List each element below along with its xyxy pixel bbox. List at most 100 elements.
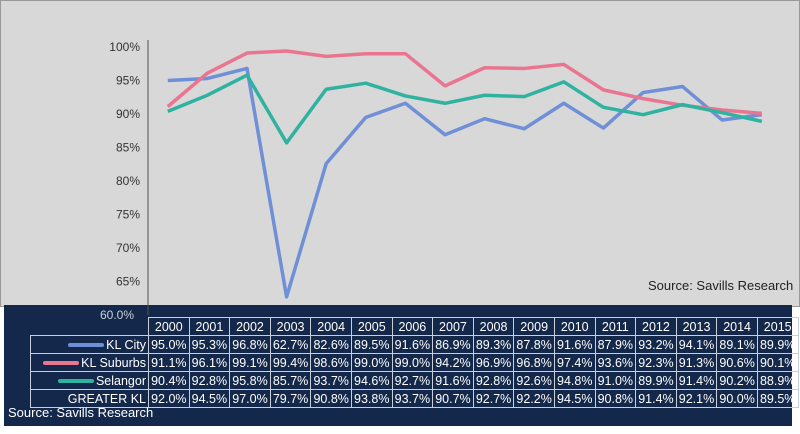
legend-swatch <box>43 361 80 366</box>
data-label: 92.7% <box>472 389 515 408</box>
data-label: 94.6% <box>350 371 393 390</box>
y-tick-label: 70% <box>116 241 140 255</box>
legend-label: KL Suburbs <box>81 355 146 370</box>
data-label: 96.9% <box>472 353 515 372</box>
data-label: 89.5% <box>756 389 799 408</box>
data-label: 99.0% <box>350 353 393 372</box>
data-label: 99.0% <box>391 353 434 372</box>
legend-entry: GREATER KL <box>30 389 149 408</box>
x-tick-label: 2010 <box>553 317 596 336</box>
data-label: 89.9% <box>756 335 799 354</box>
data-label: 92.3% <box>635 353 677 372</box>
data-label: 94.5% <box>553 389 596 408</box>
data-label: 91.4% <box>635 389 677 408</box>
series-line-kl-city <box>167 66 763 299</box>
y-tick-label: 90% <box>116 107 140 121</box>
data-label: 93.7% <box>310 371 352 390</box>
y-tick-label: 65% <box>116 275 140 289</box>
table-row: KL Suburbs 91.1% 96.1% 99.1% 99.4% 98.6% 99.0%… <box>30 353 799 372</box>
x-tick-label: 2015 <box>756 317 799 336</box>
source-note: Source: Savills Research <box>8 405 154 420</box>
table-header-row: 2000 2001 2002 2003 2004 2005 2006 2007 2008 2009… <box>31 317 799 336</box>
data-label: 87.8% <box>513 335 555 354</box>
x-tick-label: 2006 <box>391 317 434 336</box>
y-tick-label: 80% <box>116 174 140 188</box>
x-tick-label: 2012 <box>635 317 677 336</box>
data-label: 94.5% <box>188 389 231 408</box>
legend-entry: Selangor <box>30 371 149 390</box>
data-label: 95.8% <box>229 371 271 390</box>
data-label: 95.0% <box>148 335 190 354</box>
y-tick-label: 85% <box>116 141 140 155</box>
plot-background <box>0 0 800 307</box>
data-label: 91.6% <box>391 335 434 354</box>
y-tick-label: 60.0% <box>100 308 135 322</box>
data-label: 94.8% <box>553 371 596 390</box>
x-tick-label: 2004 <box>310 317 352 336</box>
data-label: 91.1% <box>148 353 190 372</box>
data-label: 90.0% <box>716 389 758 408</box>
legend-entry: KL City <box>30 335 149 354</box>
legend-swatch <box>68 343 105 348</box>
corner-cell <box>31 318 149 336</box>
legend-entry: KL Suburbs <box>30 353 149 372</box>
data-label: 92.6% <box>513 371 555 390</box>
data-label: 93.6% <box>594 353 637 372</box>
x-tick-label: 2000 <box>148 317 190 336</box>
data-label: 90.2% <box>716 371 758 390</box>
series-line-kl-suburbs <box>166 49 762 116</box>
data-label: 85.7% <box>269 371 312 390</box>
data-label: 90.7% <box>432 389 474 408</box>
data-label: 90.8% <box>594 389 637 408</box>
data-label: 94.1% <box>675 335 718 354</box>
data-label: 95.3% <box>188 335 231 354</box>
table-row: GREATER KL 92.0% 94.5% 97.0% 79.7% 90.8% 93.8%… <box>30 389 799 408</box>
legend-label: Selangor <box>95 373 146 388</box>
table-row: Selangor 90.4% 92.8% 95.8% 85.7% 93.7% 94.6% 92… <box>30 371 799 390</box>
data-label: 92.0% <box>148 389 190 408</box>
data-label: 62.7% <box>269 335 312 354</box>
data-label: 91.6% <box>432 371 474 390</box>
data-label: 89.3% <box>472 335 515 354</box>
data-label: 82.6% <box>310 335 352 354</box>
data-label: 93.8% <box>350 389 393 408</box>
legend-swatch <box>57 379 94 384</box>
data-label: 89.5% <box>350 335 393 354</box>
data-label: 88.9% <box>756 371 799 390</box>
data-label: 87.9% <box>594 335 637 354</box>
data-label: 97.4% <box>553 353 596 372</box>
data-label: 93.7% <box>391 389 434 408</box>
x-tick-label: 2007 <box>432 317 474 336</box>
x-tick-label: 2005 <box>350 317 393 336</box>
y-tick-label: 75% <box>116 208 140 222</box>
data-label: 89.9% <box>635 371 677 390</box>
x-tick-label: 2011 <box>594 317 637 336</box>
legend-label: KL City <box>106 337 146 352</box>
data-label: 93.2% <box>635 335 677 354</box>
data-label: 89.1% <box>716 335 758 354</box>
data-label: 94.2% <box>432 353 474 372</box>
x-tick-label: 2008 <box>472 317 515 336</box>
x-tick-label: 2001 <box>188 317 231 336</box>
data-label: 96.8% <box>513 353 555 372</box>
data-label: 79.7% <box>269 389 312 408</box>
y-tick-label: 100% <box>109 40 140 54</box>
data-table: 2000 2001 2002 2003 2004 2005 2006 2007 2008 2009… <box>30 317 799 408</box>
data-label: 92.8% <box>188 371 231 390</box>
x-tick-label: 2003 <box>269 317 312 336</box>
data-label: 91.3% <box>675 353 718 372</box>
data-label: 99.1% <box>229 353 271 372</box>
data-label: 91.6% <box>553 335 596 354</box>
data-label: 92.1% <box>675 389 718 408</box>
data-label: 86.9% <box>432 335 474 354</box>
x-tick-label: 2014 <box>716 317 758 336</box>
data-label: 91.4% <box>675 371 718 390</box>
legend-label: GREATER KL <box>67 391 146 406</box>
data-label: 91.0% <box>594 371 637 390</box>
data-label: 90.6% <box>716 353 758 372</box>
x-tick-label: 2002 <box>229 317 271 336</box>
y-tick-label: 95% <box>116 74 140 88</box>
data-label: 90.1% <box>756 353 799 372</box>
